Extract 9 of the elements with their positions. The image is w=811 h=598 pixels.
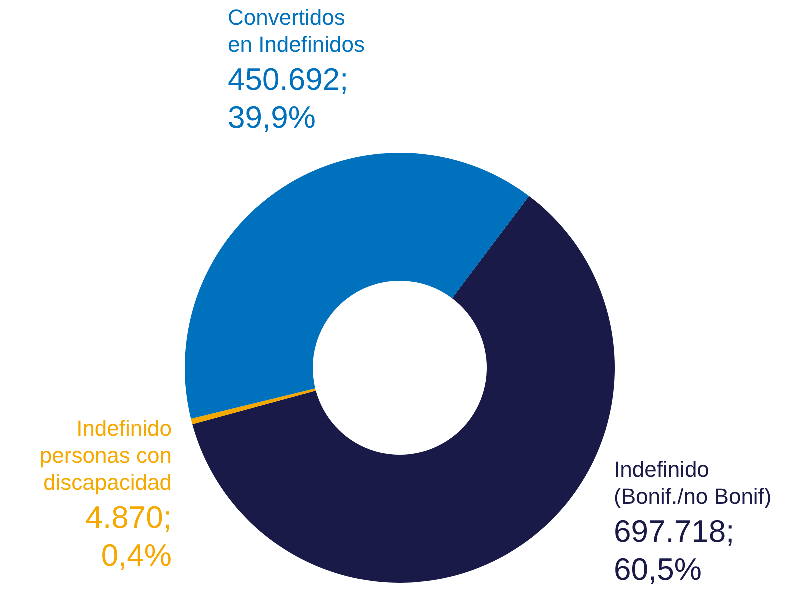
- data-label: 4.870; 0,4%: [86, 500, 172, 573]
- data-label: 450.692; 39,9%: [228, 62, 349, 135]
- slice-label: Indefinido personas con discapacidad: [40, 416, 172, 495]
- donut-slice: [191, 388, 316, 425]
- slice-label: Convertidos en Indefinidos: [228, 5, 365, 57]
- donut-slice: [185, 153, 530, 420]
- data-label: 697.718; 60,5%: [614, 514, 735, 587]
- donut-slice: [192, 196, 615, 583]
- slice-label: Indefinido (Bonif./no Bonif): [614, 457, 772, 509]
